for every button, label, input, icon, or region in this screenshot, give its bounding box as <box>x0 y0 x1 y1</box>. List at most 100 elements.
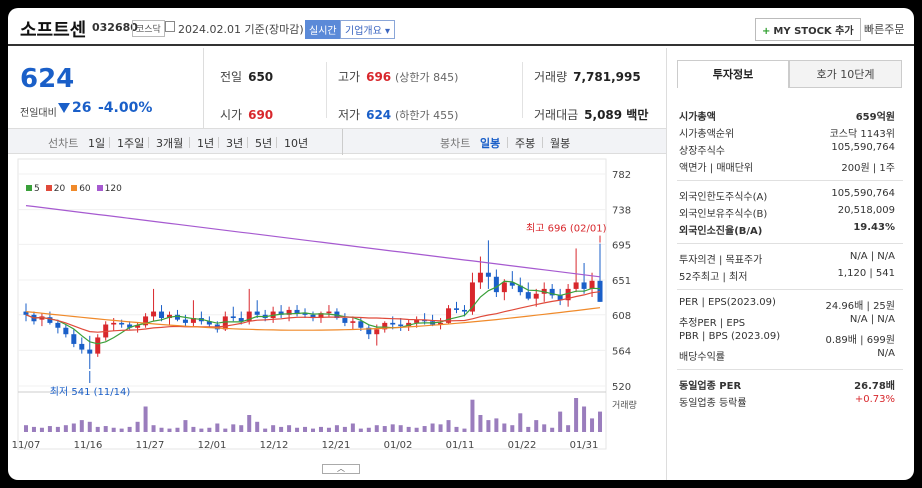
volume-bar <box>247 415 252 432</box>
candle-weekly[interactable]: 주봉 <box>515 137 536 150</box>
volume-bar <box>23 425 28 432</box>
tab-invest-info[interactable]: 투자정보 <box>677 60 789 88</box>
volume-bar <box>143 406 148 432</box>
volume-bar <box>342 426 347 432</box>
period-1w[interactable]: 1주일 <box>117 137 145 150</box>
volume-bar <box>374 425 379 432</box>
stock-code: 032680 <box>92 21 138 34</box>
candle-body <box>143 316 149 326</box>
stock-name[interactable]: 소프트센 <box>20 20 87 41</box>
separator <box>507 137 508 148</box>
plus-icon: + <box>762 26 771 37</box>
legend-item: 60 <box>79 184 91 194</box>
expand-chart-button[interactable]: ︿ <box>322 464 360 474</box>
info-value: 659억원 <box>855 112 895 123</box>
volume-bar <box>414 427 419 432</box>
period-10y[interactable]: 10년 <box>284 137 309 150</box>
candle-body <box>190 318 196 323</box>
info-value: N/A | N/A <box>849 314 895 325</box>
candle-body <box>358 321 364 328</box>
info-key: 시가총액순위 <box>679 129 735 140</box>
period-3y[interactable]: 3년 <box>226 137 244 150</box>
candle-daily[interactable]: 일봉 <box>480 137 501 150</box>
section-divider <box>677 243 903 244</box>
period-5y[interactable]: 5년 <box>255 137 273 150</box>
mystock-add-button[interactable]: + MY STOCK 추가 <box>755 18 861 41</box>
price-chart[interactable]: 5 20 60 120 782 738 695 651 608 564 520 최고 696 (02… <box>8 154 666 472</box>
candle-body <box>238 318 244 322</box>
info-key: 상장주식수 <box>679 146 725 157</box>
info-tabs: 투자정보 호가 10단계 <box>677 60 902 88</box>
period-1d[interactable]: 1일 <box>88 137 106 150</box>
section-divider <box>677 369 903 370</box>
candle-body <box>206 321 212 325</box>
candle-body <box>493 276 499 293</box>
candle-body <box>390 322 396 325</box>
realtime-button[interactable]: 실시간 <box>305 20 341 39</box>
info-value: 코스닥 1143위 <box>829 129 895 140</box>
info-key: 시가총액 <box>679 112 716 123</box>
quick-order-button[interactable]: 빠른주문 <box>864 23 905 36</box>
open-price: 시가 690 <box>220 106 273 123</box>
volume-bar <box>111 427 116 432</box>
volume-bar <box>287 425 292 432</box>
volume-bar <box>223 428 228 432</box>
volume-bar <box>478 415 483 432</box>
change-label: 전일대비 <box>20 108 57 119</box>
volume-bar <box>318 426 323 432</box>
ma5-line <box>25 280 601 345</box>
separator <box>218 137 219 148</box>
x-tick-label: 01/31 <box>570 440 599 451</box>
candle-body <box>342 318 348 323</box>
candle-body <box>71 334 77 344</box>
volume-bar <box>103 426 108 432</box>
candle-body <box>589 280 595 289</box>
candle-body <box>159 311 165 319</box>
candle-body <box>111 322 117 325</box>
company-info-dropdown[interactable]: 기업개요 ▾ <box>340 20 396 39</box>
y-tick-label: 608 <box>612 311 631 322</box>
period-3m[interactable]: 3개월 <box>156 137 184 150</box>
info-key: PER | EPS(2023.09) <box>679 297 776 308</box>
candle-body <box>318 313 324 319</box>
open-label: 시가 <box>220 108 243 122</box>
section-divider <box>677 289 903 290</box>
volume-bar <box>454 426 459 432</box>
low-value: 624 <box>366 108 392 122</box>
volume-bar <box>462 428 467 432</box>
volume-bar <box>295 427 300 432</box>
candle-body <box>501 282 507 293</box>
stock-widget: 소프트센 032680 코스닥 2024.02.01 기준(장마감) 실시간 기… <box>8 8 914 480</box>
candle-body <box>597 280 603 302</box>
period-1y[interactable]: 1년 <box>197 137 215 150</box>
info-key: 외국인한도주식수(A) <box>679 192 768 203</box>
volume-bar <box>231 424 236 432</box>
ma60-line <box>25 307 601 331</box>
separator <box>247 137 248 148</box>
info-row: PBR | BPS (2023.09) 0.89배 | 699원 <box>679 331 895 347</box>
tab-orderbook[interactable]: 호가 10단계 <box>789 60 902 88</box>
y-tick-label: 651 <box>612 276 631 287</box>
candle-body <box>366 327 372 335</box>
volume-bar <box>71 423 76 432</box>
info-key: PBR | BPS (2023.09) <box>679 331 781 342</box>
candle-monthly[interactable]: 월봉 <box>550 137 571 150</box>
y-tick-label: 738 <box>612 206 631 217</box>
candle-body <box>87 349 93 354</box>
candle-body <box>119 322 125 325</box>
open-value: 690 <box>248 108 274 122</box>
candle-body <box>151 311 157 317</box>
quote-grid: 전일 650 고가 696 (상한가 845) 거래량 7,781,995 시가 690… <box>204 48 666 128</box>
low-price: 저가 624 (하한가 455) <box>338 106 458 123</box>
info-value: 105,590,764 <box>831 188 895 199</box>
candle-body <box>55 322 61 328</box>
volume-value: 7,781,995 <box>573 70 641 84</box>
info-value: 105,590,764 <box>831 142 895 153</box>
candle-body <box>382 322 388 330</box>
volume-bar <box>207 427 212 432</box>
info-key: 배당수익률 <box>679 352 725 363</box>
candle-body <box>533 293 539 299</box>
current-price: 624 <box>20 64 75 94</box>
legend-swatch <box>96 185 103 191</box>
